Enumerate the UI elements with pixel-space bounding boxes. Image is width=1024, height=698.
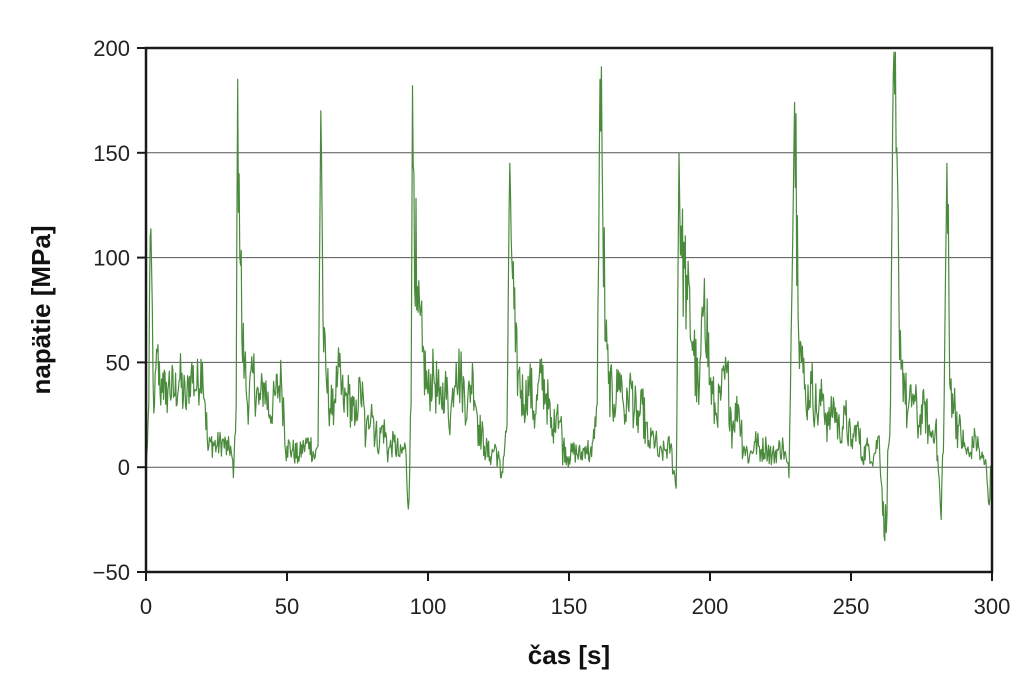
x-tick-label-1: 50 xyxy=(275,594,299,619)
x-tick-label-0: 0 xyxy=(140,594,152,619)
plot-frame xyxy=(144,46,994,574)
y-axis-ticks: −50 0 50 100 150 200 xyxy=(93,36,146,585)
x-tick-label-4: 200 xyxy=(692,594,729,619)
y-tick-label-1: 0 xyxy=(118,455,130,480)
x-tick-label-6: 300 xyxy=(974,594,1011,619)
series-group xyxy=(145,51,993,542)
x-tick-label-3: 150 xyxy=(551,594,588,619)
grid-lines xyxy=(146,152,992,468)
y-tick-label-3: 100 xyxy=(93,246,130,271)
y-tick-label-5: 200 xyxy=(93,36,130,61)
y-axis-label: napätie [MPa] xyxy=(26,225,56,394)
x-axis-label: čas [s] xyxy=(528,640,610,670)
x-tick-label-5: 250 xyxy=(833,594,870,619)
y-tick-label-0: −50 xyxy=(93,560,130,585)
series-line-0 xyxy=(145,51,993,542)
x-tick-label-2: 100 xyxy=(410,594,447,619)
y-tick-label-4: 150 xyxy=(93,141,130,166)
y-tick-label-2: 50 xyxy=(106,350,130,375)
x-axis-ticks: 0 50 100 150 200 250 300 xyxy=(140,572,1010,619)
